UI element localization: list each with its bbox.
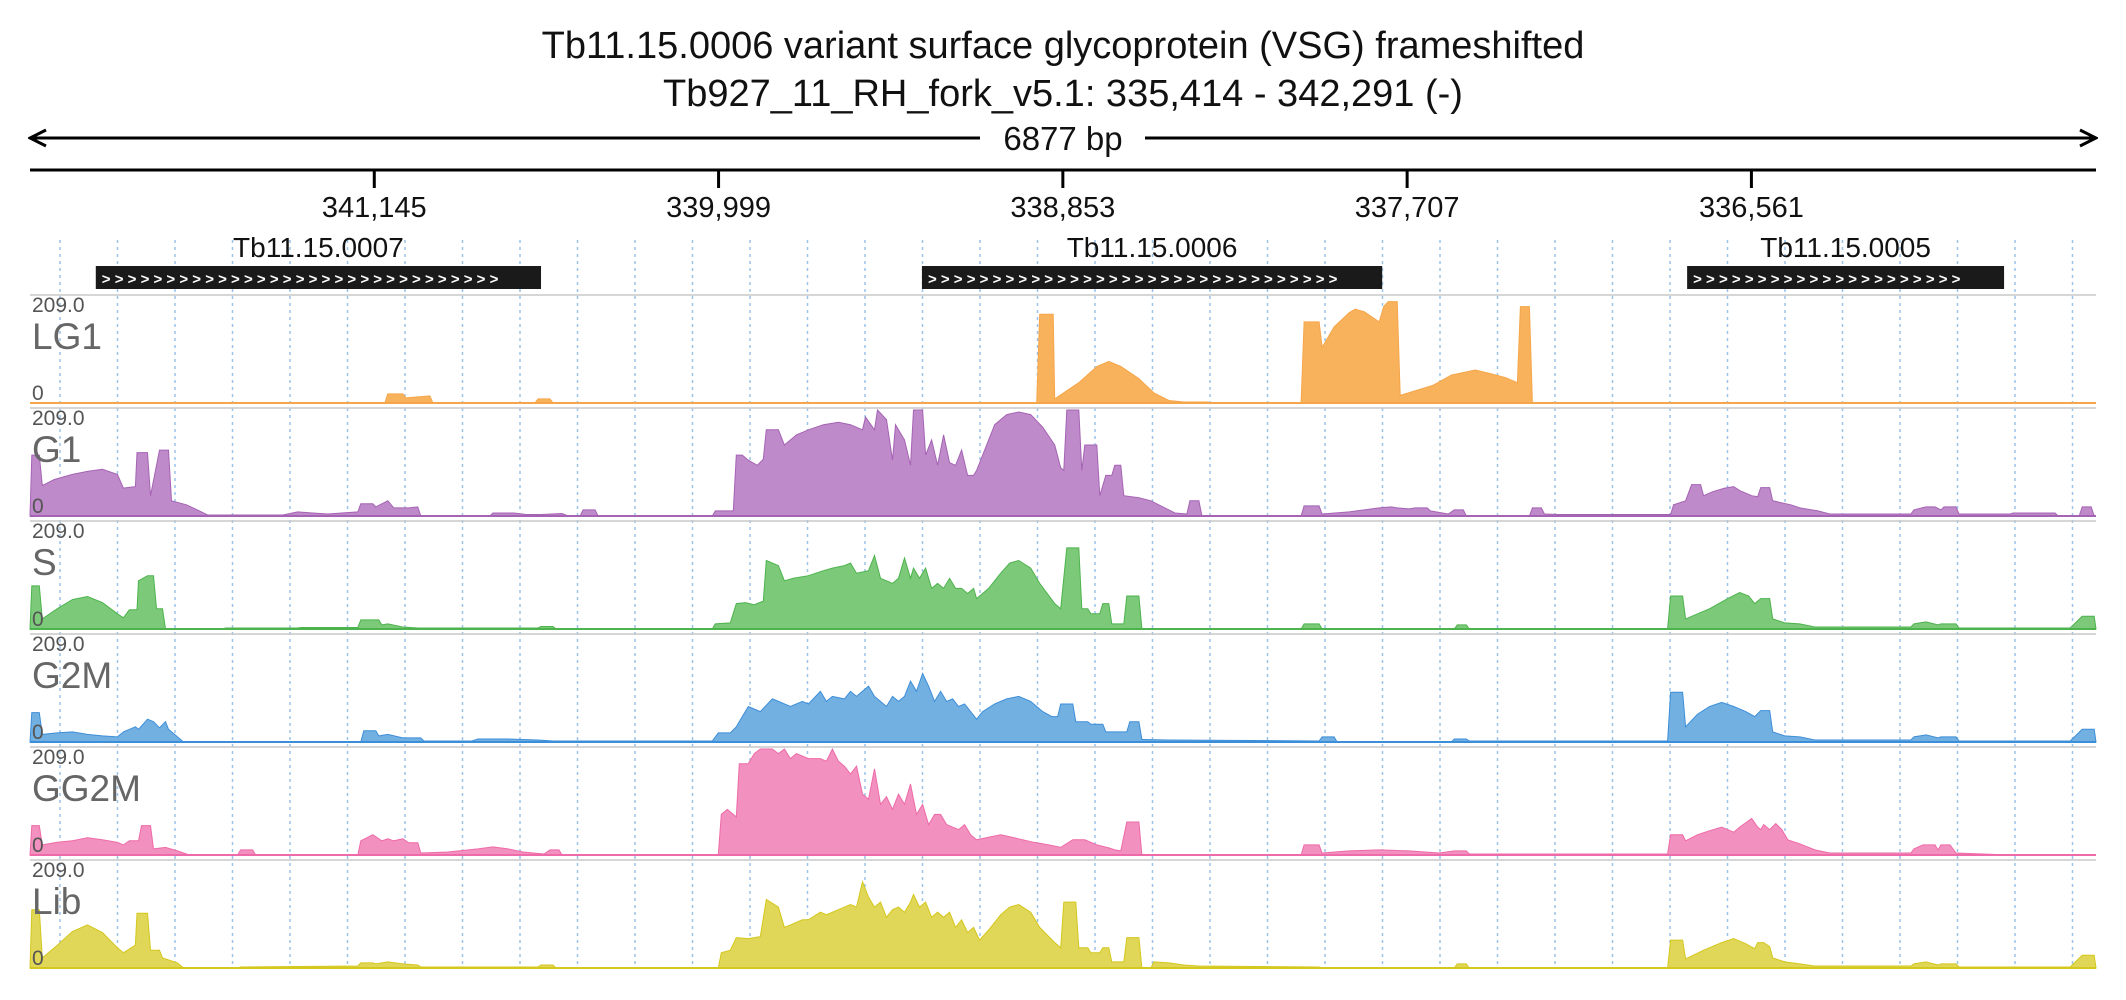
track-name-label: G2M: [32, 655, 112, 696]
chart-subtitle: Tb927_11_RH_fork_v5.1: 335,414 - 342,291…: [663, 73, 1463, 115]
track-max-label: 209.0: [32, 520, 85, 543]
track-name-label: GG2M: [32, 768, 141, 809]
track-min-label: 0: [32, 721, 44, 744]
x-tick-label: 338,853: [1010, 192, 1115, 224]
track-max-label: 209.0: [32, 859, 85, 882]
track-name-label: Lib: [32, 881, 81, 922]
track-gg2m: 209.0 0 GG2M: [29, 746, 2096, 857]
chart-title: Tb11.15.0006 variant surface glycoprotei…: [542, 25, 1585, 67]
track-name-label: G1: [32, 429, 81, 470]
track-g1: 209.0 0 G1: [29, 407, 2096, 518]
track-min-label: 0: [32, 495, 44, 518]
gene-label: Tb11.15.0005: [1760, 232, 1931, 263]
track-min-label: 0: [32, 608, 44, 631]
x-tick-label: 337,707: [1355, 192, 1460, 224]
gene-strand-arrows: > > > > > > > > > > > > > > > > > > > > …: [928, 271, 1338, 288]
gene-strand-arrows: > > > > > > > > > > > > > > > > > > > > …: [102, 271, 499, 288]
gene-strand-arrows: > > > > > > > > > > > > > > > > > > > > …: [1693, 271, 1961, 288]
gene-label: Tb11.15.0006: [1067, 232, 1238, 263]
track-min-label: 0: [32, 947, 44, 970]
coverage-area: [29, 747, 2096, 856]
coverage-area: [29, 880, 2097, 969]
x-tick-label: 341,145: [322, 192, 427, 224]
gene-bar: [95, 266, 542, 289]
coverage-area: [30, 301, 2096, 404]
track-name-label: LG1: [32, 316, 102, 357]
track-lib: 209.0 0 Lib: [29, 859, 2097, 970]
track-s: 209.0 0 S: [29, 520, 2097, 631]
gene-annotations: > > > > > > > > > > > > > > > > > > > > …: [95, 232, 2005, 289]
track-max-label: 209.0: [32, 294, 85, 317]
gene-bar: [921, 266, 1383, 289]
track-g2m: 209.0 0 G2M: [29, 633, 2097, 744]
x-tick-label: 339,999: [666, 192, 771, 224]
track-name-label: S: [32, 542, 57, 583]
coverage-tracks: 209.00LG1209.00G1209.00S209.00G2M209.00G…: [29, 294, 2097, 970]
gene-label: Tb11.15.0007: [233, 232, 404, 263]
track-min-label: 0: [32, 834, 44, 857]
x-tick-label: 336,561: [1699, 192, 1804, 224]
track-max-label: 209.0: [32, 746, 85, 769]
track-min-label: 0: [32, 382, 44, 405]
coverage-area: [29, 547, 2097, 630]
gene-bar: [1687, 266, 2005, 289]
coverage-area: [29, 672, 2097, 743]
track-max-label: 209.0: [32, 633, 85, 656]
track-max-label: 209.0: [32, 407, 85, 430]
coverage-area: [29, 408, 2096, 517]
span-label: 6877 bp: [1003, 120, 1122, 157]
x-axis-ticks: 341,145 339,999 338,853 337,707 336,561: [322, 170, 1804, 224]
track-lg1: 209.0 0 LG1: [30, 294, 2096, 405]
